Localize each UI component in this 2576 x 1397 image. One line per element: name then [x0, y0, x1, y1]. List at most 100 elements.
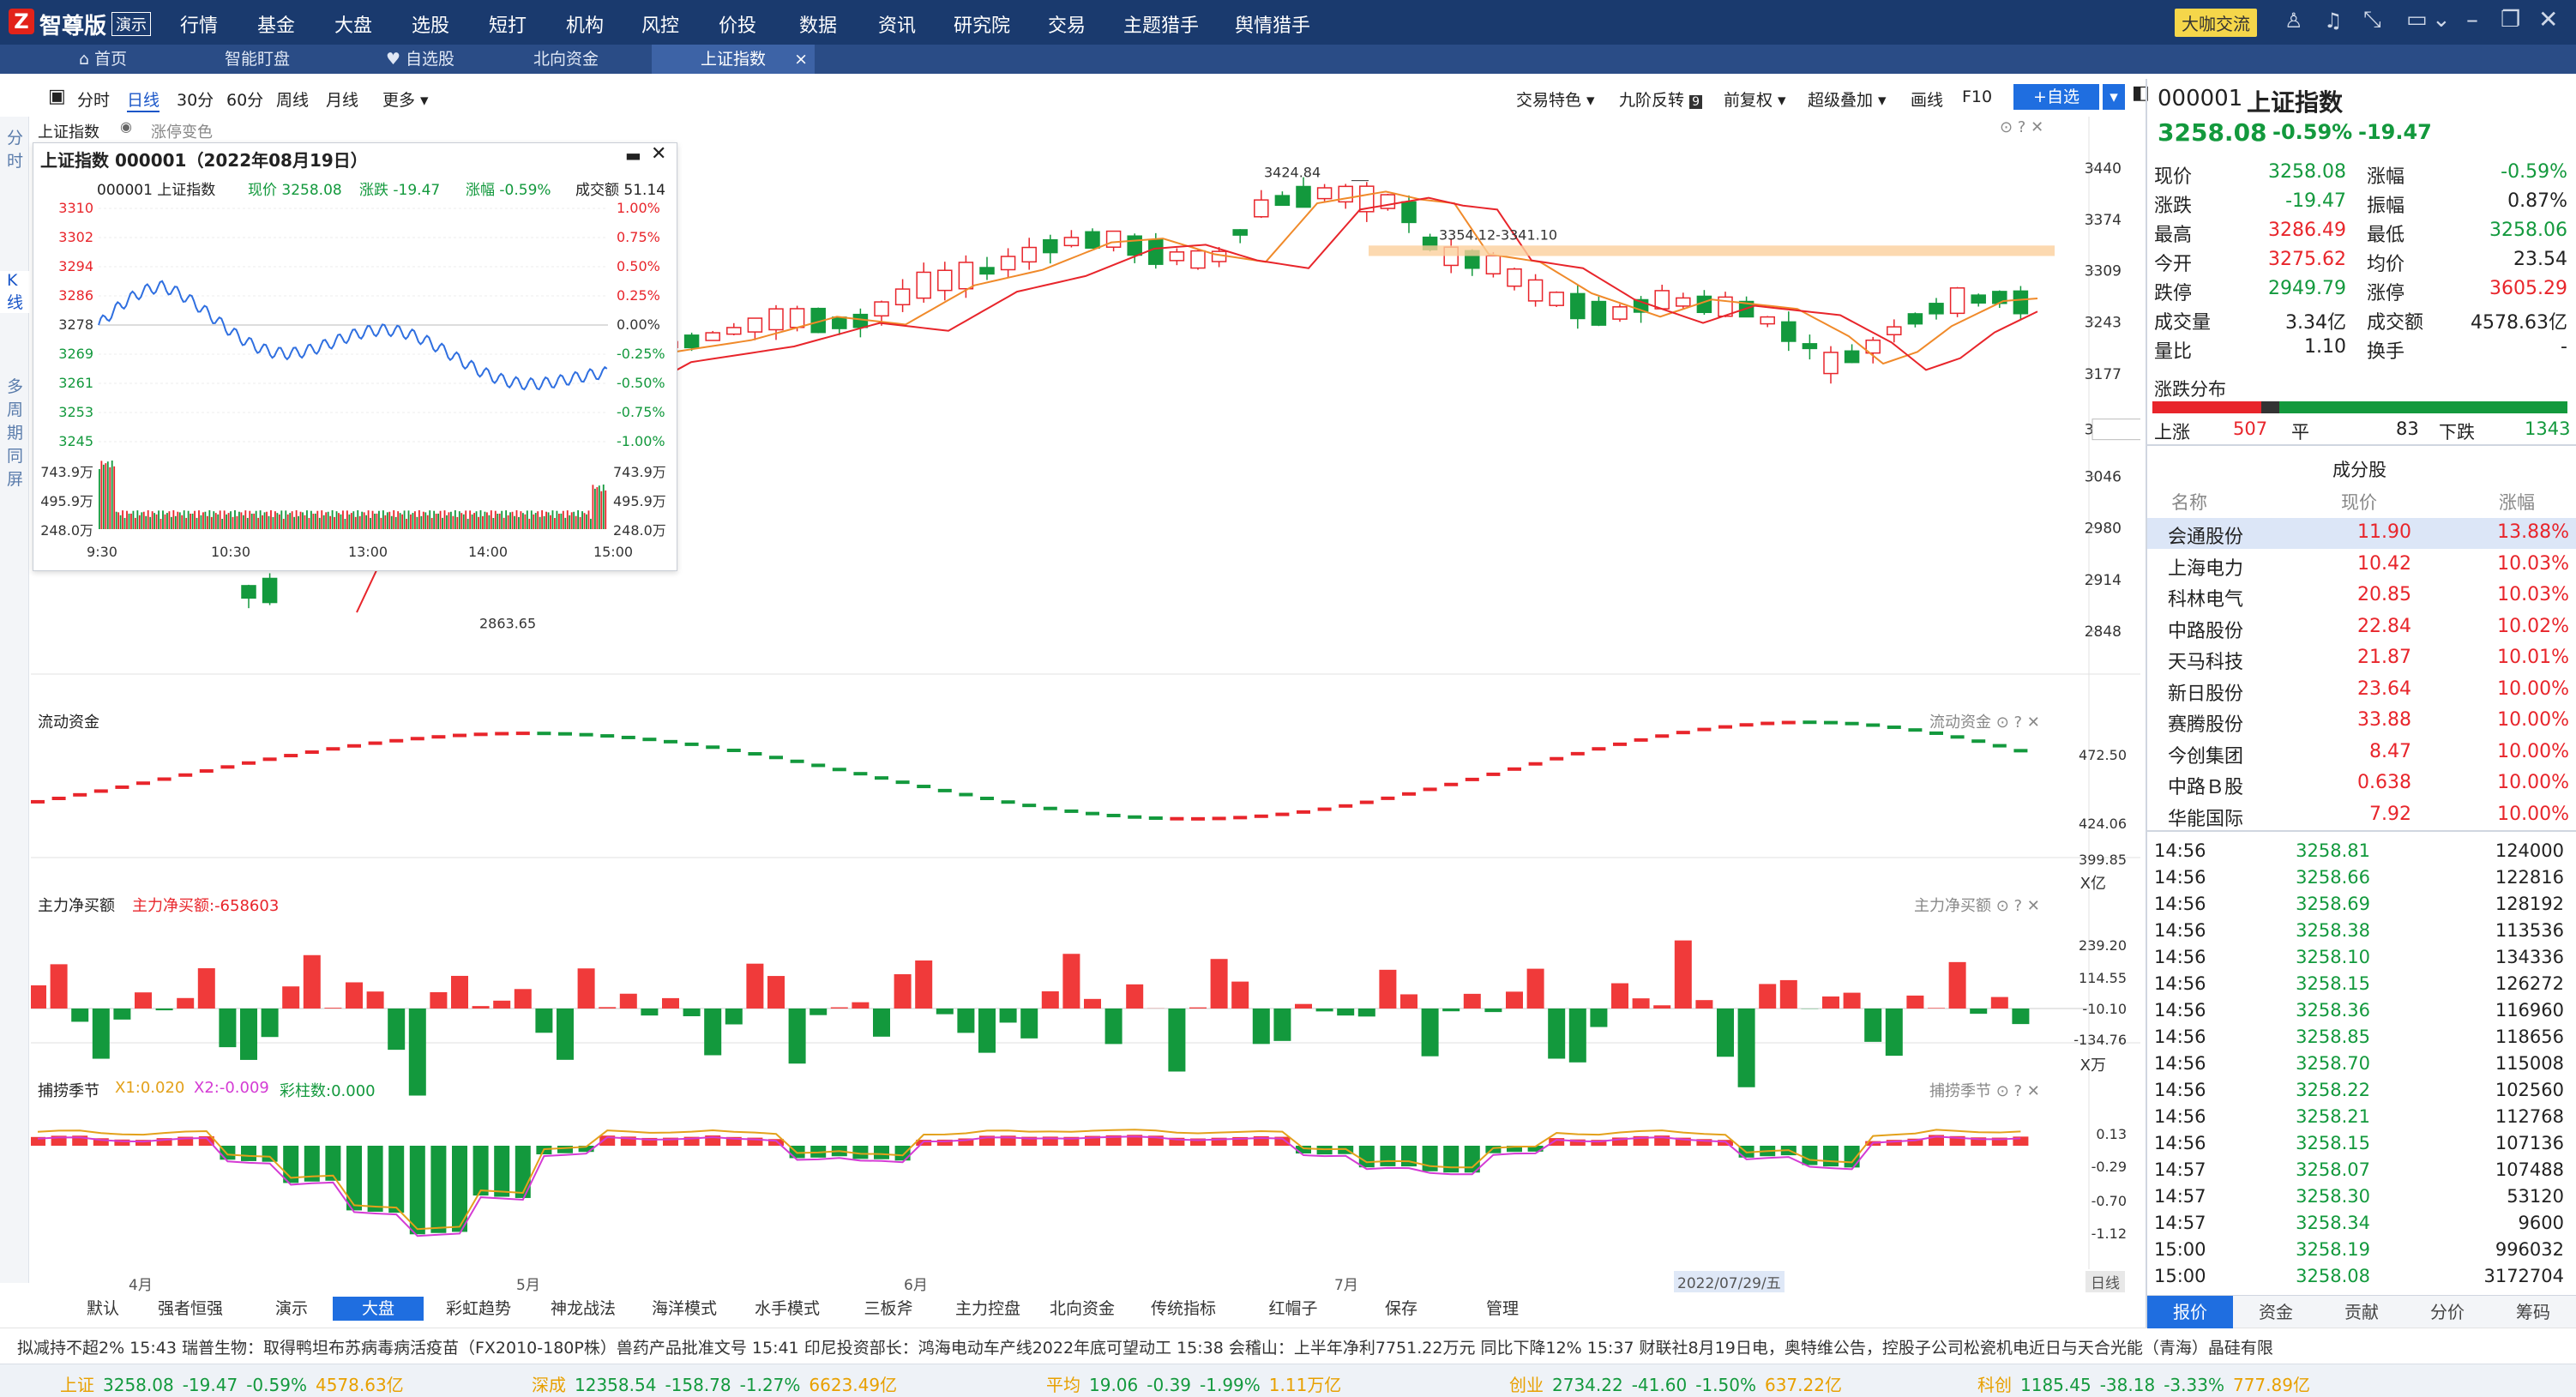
panel-toggle-icon[interactable]: ◧ — [2132, 82, 2150, 104]
indicator-tab[interactable]: 演示 — [274, 1299, 308, 1318]
nav-item[interactable]: 选股 — [412, 15, 450, 37]
component-row[interactable]: 赛腾股份 33.88 10.00% — [2147, 706, 2576, 737]
nav-item[interactable]: 短打 — [489, 15, 527, 37]
legend-toggle-icon[interactable]: ◉ — [120, 118, 132, 135]
fullscreen-icon[interactable]: ⤡ — [2363, 7, 2381, 33]
nav-item[interactable]: 基金 — [257, 15, 296, 37]
index-status-item[interactable]: 平均 19.06 -0.39 -1.99% 1.11万亿 — [1046, 1371, 1350, 1396]
user-icon[interactable]: ♙ — [2284, 9, 2303, 33]
indicator-tab[interactable]: 三板斧 — [864, 1299, 913, 1318]
period-60m[interactable]: 60分 — [226, 91, 264, 110]
add-favorite-dropdown[interactable]: ▾ — [2103, 84, 2125, 110]
nav-item[interactable]: 交易 — [1048, 15, 1086, 37]
close-tab-icon[interactable]: × — [794, 50, 808, 69]
index-status-item[interactable]: 深成 12358.54 -158.78 -1.27% 6623.49亿 — [532, 1371, 906, 1396]
news-ticker[interactable]: 拟减持不超2% 15:43 瑞普生物：取得鸭坦布苏病毒病活疫苗（FX2010-1… — [0, 1328, 2576, 1360]
indicator-tab[interactable]: 水手模式 — [754, 1299, 820, 1318]
tab-home[interactable]: ⌂ 首页 — [51, 45, 154, 74]
nav-item[interactable]: 机构 — [566, 15, 605, 37]
overlay-menu[interactable]: 超级叠加 ▾ — [1808, 91, 1887, 110]
panel1-axis: 399.85 — [2079, 852, 2127, 868]
component-row[interactable]: 天马科技 21.87 10.01% — [2147, 643, 2576, 674]
index-status-item[interactable]: 上证 3258.08 -19.47 -0.59% 4578.63亿 — [60, 1371, 412, 1396]
component-row[interactable]: 今创集团 8.47 10.00% — [2147, 738, 2576, 768]
nav-item[interactable]: 大盘 — [334, 15, 373, 37]
index-status-item[interactable]: 科创 1185.45 -38.18 -3.33% 777.89亿 — [1977, 1371, 2319, 1396]
status-chg: -0.39 — [1147, 1375, 1192, 1395]
mode-multi[interactable]: 多周期同屏 — [7, 374, 23, 490]
nav-item[interactable]: 资讯 — [878, 15, 917, 37]
component-row[interactable]: 新日股份 23.64 10.00% — [2147, 675, 2576, 706]
popup-minimize-icon[interactable]: ▬ — [625, 145, 641, 166]
flow-bar — [579, 732, 593, 737]
restore-icon[interactable]: ❐ — [2501, 7, 2521, 33]
draw-line-button[interactable]: 画线 — [1911, 91, 1944, 110]
more-menu[interactable]: 更多 ▾ — [382, 91, 429, 110]
indicator-tab[interactable]: 传统指标 — [1150, 1299, 1216, 1318]
component-row[interactable]: 会通股份 11.90 13.88% — [2147, 518, 2576, 549]
bell-icon[interactable]: ♫ — [2324, 9, 2343, 33]
indicator-tab[interactable]: 神龙战法 — [550, 1299, 616, 1318]
popup-close-icon[interactable]: ✕ — [651, 143, 667, 165]
quote-tab[interactable]: 资金 — [2259, 1302, 2293, 1322]
nav-item[interactable]: 舆情猎手 — [1235, 15, 1311, 37]
minimize-icon[interactable]: – — [2466, 5, 2478, 33]
nav-item[interactable]: 行情 — [180, 15, 219, 37]
nav-item[interactable]: 价投 — [719, 15, 757, 37]
indicator-tab[interactable]: 主力控盘 — [954, 1299, 1020, 1318]
panel3-tag[interactable]: 捕捞季节 ⊙ ? ✕ — [1929, 1082, 2040, 1100]
indicator-tab[interactable]: 默认 — [86, 1299, 119, 1318]
period-30m[interactable]: 30分 — [177, 91, 214, 110]
quote-tab[interactable]: 分价 — [2430, 1302, 2465, 1322]
indicator-tab[interactable]: 大盘 — [333, 1297, 424, 1321]
popup-volume-bar — [462, 514, 465, 529]
indicator-tab[interactable]: 强者恒强 — [157, 1299, 223, 1318]
period-week[interactable]: 周线 — [276, 91, 310, 110]
indicator-tab[interactable]: 北向资金 — [1049, 1299, 1115, 1318]
mode-tick[interactable]: 分时 — [7, 125, 23, 172]
component-row[interactable]: 科林电气 20.85 10.03% — [2147, 581, 2576, 611]
quote-tab[interactable]: 贡献 — [2344, 1302, 2379, 1322]
skin-icon[interactable]: ▭ — [2406, 7, 2428, 33]
tick-time: 14:56 — [2154, 1053, 2206, 1074]
component-row[interactable]: 华能国际 7.92 10.00% — [2147, 800, 2576, 831]
panel1-tag[interactable]: 流动资金 ⊙ ? ✕ — [1929, 714, 2040, 732]
indicator-tab[interactable]: 管理 — [1485, 1299, 1519, 1318]
indicator-tab[interactable]: 保存 — [1384, 1299, 1417, 1318]
close-icon[interactable]: ✕ — [2538, 5, 2559, 33]
f10-button[interactable]: F10 — [1962, 87, 1993, 106]
tab-smart-watch[interactable]: 智能盯盘 — [197, 45, 317, 74]
trade-feature-menu[interactable]: 交易特色 ▾ — [1516, 91, 1595, 110]
layout-icon[interactable]: ▣ — [48, 86, 66, 107]
panel2-tag[interactable]: 主力净买额 ⊙ ? ✕ — [1914, 897, 2040, 915]
tab-northbound[interactable]: 北向资金 — [506, 45, 626, 74]
nav-item[interactable]: 主题猎手 — [1123, 15, 1200, 37]
main-panel-controls[interactable]: ⊙ ? ✕ — [2000, 118, 2044, 136]
panel2-axis: 239.20 — [2079, 937, 2127, 954]
nav-item[interactable]: 风控 — [641, 15, 680, 37]
indicator-tab[interactable]: 彩虹趋势 — [445, 1299, 511, 1318]
popup-yleft: 3253 — [58, 404, 93, 420]
index-status-item[interactable]: 创业 2734.22 -41.60 -1.50% 637.22亿 — [1509, 1371, 1851, 1396]
add-favorite-button[interactable]: +自选 — [2013, 84, 2099, 110]
period-tick[interactable]: 分时 — [77, 91, 111, 110]
nav-item[interactable]: 研究院 — [954, 15, 1011, 37]
expert-chat-button[interactable]: 大咖交流 — [2175, 9, 2257, 37]
quote-tab[interactable]: 报价 — [2147, 1296, 2233, 1328]
intraday-popup[interactable]: 上证指数 000001（2022年08月19日） ▬ ✕ 000001 上证指数… — [33, 142, 677, 571]
nine-reversal-button[interactable]: 九阶反转 9 — [1619, 87, 1702, 111]
component-row[interactable]: 中路Ｂ股 0.638 10.00% — [2147, 768, 2576, 799]
component-row[interactable]: 上海电力 10.42 10.03% — [2147, 550, 2576, 581]
tab-favorites[interactable]: ♥ 自选股 — [360, 45, 480, 74]
period-month[interactable]: 月线 — [326, 91, 359, 110]
nav-item[interactable]: 数据 — [799, 15, 838, 37]
quote-tab[interactable]: 筹码 — [2516, 1302, 2550, 1322]
chevron-down-icon[interactable]: ⌄ — [2432, 7, 2451, 33]
indicator-tab[interactable]: 海洋模式 — [651, 1299, 717, 1318]
tab-shanghai-index[interactable]: 上证指数 × — [652, 45, 815, 74]
component-row[interactable]: 中路股份 22.84 10.02% — [2147, 612, 2576, 643]
indicator-tab[interactable]: 红帽子 — [1268, 1299, 1318, 1318]
adjust-menu[interactable]: 前复权 ▾ — [1724, 91, 1786, 110]
period-day[interactable]: 日线 — [127, 87, 160, 112]
